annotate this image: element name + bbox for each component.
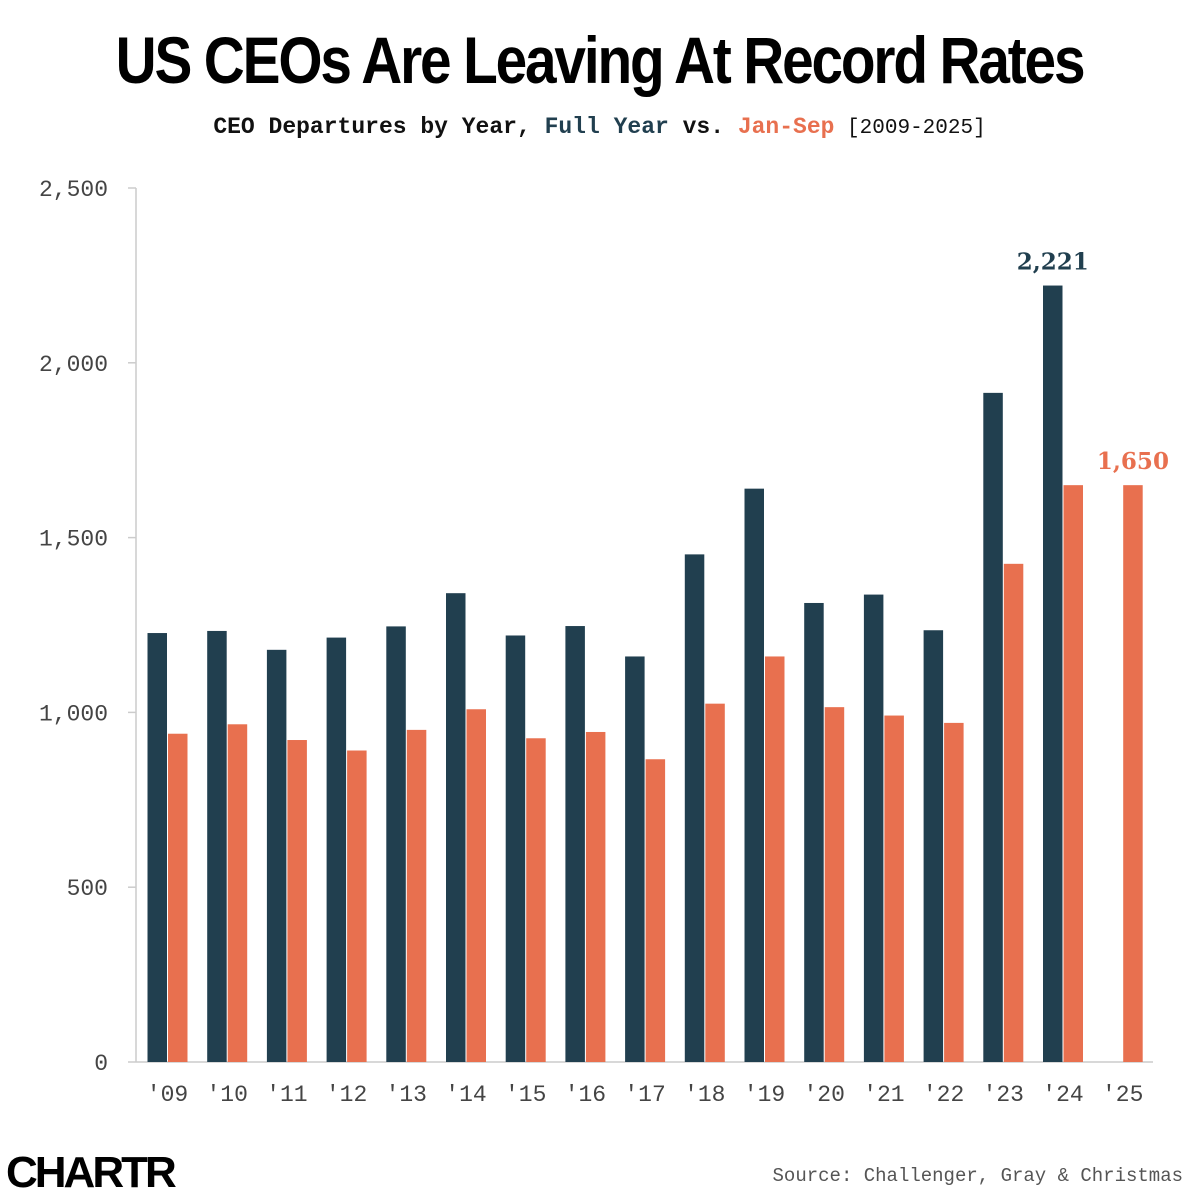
chart-subtitle: CEO Departures by Year, Full Year vs. Ja… xyxy=(0,114,1199,140)
full-year-bar xyxy=(326,637,347,1062)
x-tick-label: '18 xyxy=(684,1082,725,1108)
data-label: 1,650 xyxy=(1097,448,1169,475)
bar-chart: 0 500 1,000 1,500 2,000 2,500 '09 '10 '11 '12 '13 '… xyxy=(39,177,1169,1108)
jan-sep-bar xyxy=(1123,485,1143,1062)
chartr-logo: CHARTR xyxy=(6,1148,177,1197)
data-label: 2,221 xyxy=(1017,249,1089,276)
subtitle-prefix: CEO Departures by Year, xyxy=(213,114,545,140)
jan-sep-bar xyxy=(645,759,666,1062)
full-year-bar xyxy=(147,633,167,1062)
jan-sep-bar xyxy=(406,729,427,1062)
x-tick-label: '13 xyxy=(386,1082,427,1108)
x-tick-label: '10 xyxy=(206,1082,247,1108)
x-tick-label: '11 xyxy=(266,1082,307,1108)
full-year-bar xyxy=(207,630,227,1062)
full-year-bar xyxy=(863,594,884,1062)
full-year-bar xyxy=(983,392,1003,1062)
jan-sep-bar xyxy=(1063,485,1083,1062)
x-tick-label: '19 xyxy=(744,1082,785,1108)
jan-sep-bar xyxy=(765,656,785,1062)
jan-sep-bar xyxy=(466,709,486,1062)
y-tick-label: 1,500 xyxy=(39,527,108,553)
subtitle-jan-sep-label: Jan-Sep xyxy=(737,114,835,140)
x-tick-label: '15 xyxy=(505,1082,546,1108)
x-tick-label: '22 xyxy=(923,1082,964,1108)
subtitle-range: [2009-2025] xyxy=(834,117,986,140)
x-tick-label: '14 xyxy=(445,1082,486,1108)
x-tick-label: '12 xyxy=(326,1082,367,1108)
x-tick-label: '16 xyxy=(565,1082,606,1108)
x-tick-label: '17 xyxy=(624,1082,665,1108)
full-year-bar xyxy=(684,554,705,1062)
jan-sep-bar xyxy=(168,733,188,1062)
full-year-bar xyxy=(386,626,406,1062)
jan-sep-bar xyxy=(824,707,845,1062)
jan-sep-bar xyxy=(585,731,606,1062)
jan-sep-bar xyxy=(944,722,964,1062)
full-year-bar xyxy=(505,635,526,1062)
jan-sep-bar xyxy=(705,703,725,1062)
x-tick-label: '23 xyxy=(983,1082,1024,1108)
y-tick-label: 500 xyxy=(67,876,108,902)
full-year-bar xyxy=(804,602,824,1062)
x-tick-label: '21 xyxy=(863,1082,904,1108)
jan-sep-bar xyxy=(347,750,367,1062)
full-year-bar xyxy=(744,488,764,1062)
full-year-bar xyxy=(565,626,585,1062)
source-note: Source: Challenger, Gray & Christmas xyxy=(772,1165,1183,1187)
full-year-bar xyxy=(1043,285,1063,1062)
subtitle-vs: vs. xyxy=(668,114,738,140)
jan-sep-bar xyxy=(526,738,546,1062)
full-year-bar xyxy=(923,630,944,1062)
jan-sep-bar xyxy=(884,715,904,1062)
y-tick-label: 2,000 xyxy=(39,352,108,378)
full-year-bar xyxy=(625,656,645,1062)
x-tick-label: '25 xyxy=(1102,1082,1143,1108)
x-tick-label: '20 xyxy=(803,1082,844,1108)
chart-title: US CEOs Are Leaving At Record Rates xyxy=(115,23,1086,97)
y-tick-label: 1,000 xyxy=(39,701,108,727)
full-year-bar xyxy=(266,649,287,1062)
x-tick-label: '09 xyxy=(147,1082,188,1108)
jan-sep-bar xyxy=(287,740,307,1062)
full-year-bar xyxy=(446,593,466,1062)
jan-sep-bar xyxy=(227,724,248,1062)
x-tick-label: '24 xyxy=(1042,1082,1083,1108)
jan-sep-bar xyxy=(1003,563,1024,1062)
subtitle-full-year-label: Full Year xyxy=(544,114,669,140)
y-tick-label: 0 xyxy=(94,1051,108,1077)
y-tick-label: 2,500 xyxy=(39,177,108,203)
